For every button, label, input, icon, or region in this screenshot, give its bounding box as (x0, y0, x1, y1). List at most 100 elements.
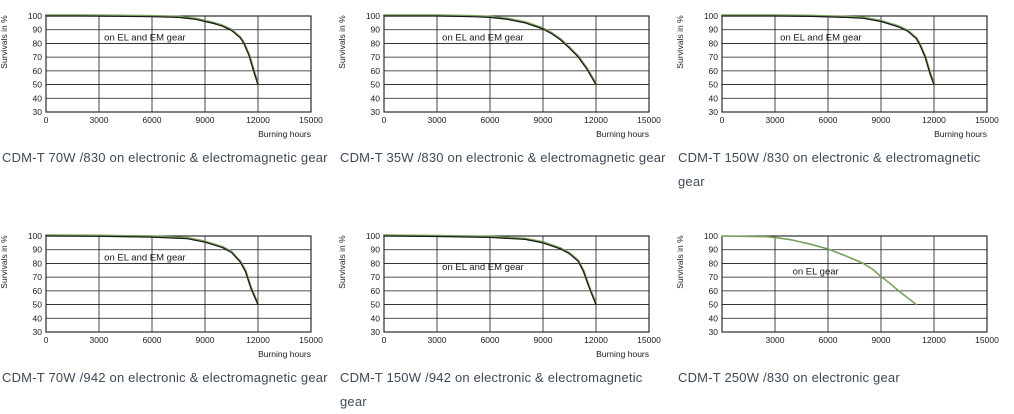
y-tick-label: 100 (28, 231, 42, 241)
chart-cell-cdmt-35w-830: 100 90 80 70 60 50 40 30 0 3000 6000 9000 12000 15000… (338, 0, 676, 205)
curve-annotation: on EL and EM gear (104, 32, 186, 43)
x-axis-title: Burning hours (596, 129, 649, 139)
y-axis-title: Survivals in % (676, 235, 685, 289)
y-tick-label: 40 (33, 93, 43, 103)
y-tick-label: 80 (33, 258, 43, 268)
y-axis-title: Survivals in % (0, 235, 9, 289)
x-tick-label: 9000 (196, 335, 215, 345)
y-tick-label: 70 (709, 272, 719, 282)
y-tick-label: 90 (33, 25, 43, 35)
x-tick-label: 12000 (246, 335, 270, 345)
y-axis-title: Survivals in % (338, 15, 347, 69)
y-tick-label: 90 (709, 25, 719, 35)
curve-annotation: on EL and EM gear (780, 32, 862, 43)
x-tick-label: 6000 (481, 335, 500, 345)
x-axis-title: Burning hours (934, 129, 987, 139)
y-tick-label: 30 (709, 327, 719, 337)
survival-chart-cdmt-70w-830: 100 90 80 70 60 50 40 300 3000 6000 9000 12000 15000… (0, 11, 323, 139)
x-tick-label: 0 (44, 335, 49, 345)
chart-caption: CDM-T 35W /830 on electronic & electroma… (340, 150, 666, 165)
y-tick-label: 70 (709, 52, 719, 62)
y-tick-label: 100 (366, 231, 380, 241)
chart-caption: CDM-T 250W /830 on electronic gear (678, 370, 900, 385)
x-tick-label: 15000 (299, 115, 323, 125)
x-tick-label: 15000 (975, 115, 999, 125)
y-tick-label: 30 (371, 107, 381, 117)
y-tick-label: 80 (371, 38, 381, 48)
chart-caption: CDM-T 150W /830 on electronic & electrom… (678, 150, 981, 189)
x-tick-label: 0 (382, 115, 387, 125)
x-tick-label: 6000 (481, 115, 500, 125)
y-tick-label: 90 (33, 245, 43, 255)
y-axis-title: Survivals in % (676, 15, 685, 69)
y-tick-label: 40 (371, 313, 381, 323)
survival-curve-on-em-gear (45, 235, 259, 306)
chart-caption: CDM-T 70W /830 on electronic & electroma… (2, 150, 328, 165)
x-tick-label: 6000 (143, 335, 162, 345)
y-tick-label: 60 (33, 66, 43, 76)
curve-annotation: on EL gear (793, 267, 839, 278)
y-tick-label: 40 (371, 93, 381, 103)
x-tick-label: 3000 (90, 335, 109, 345)
survival-curve-on-em-gear (383, 235, 597, 306)
y-tick-label: 70 (371, 52, 381, 62)
y-tick-label: 50 (709, 80, 719, 90)
y-tick-label: 30 (371, 327, 381, 337)
survival-chart-cdmt-150w-830: 100 90 80 70 60 50 40 300 3000 6000 9000 12000 15000… (676, 11, 999, 139)
x-tick-label: 9000 (196, 115, 215, 125)
y-tick-label: 60 (709, 286, 719, 296)
x-axis-title: Burning hours (258, 349, 311, 359)
x-tick-label: 0 (720, 115, 725, 125)
plot-border (721, 235, 988, 333)
plot-border (383, 235, 650, 333)
y-tick-label: 30 (709, 107, 719, 117)
y-tick-label: 90 (371, 245, 381, 255)
x-tick-label: 15000 (975, 335, 999, 345)
y-tick-label: 90 (709, 245, 719, 255)
y-tick-label: 40 (709, 313, 719, 323)
x-tick-label: 15000 (637, 115, 661, 125)
x-tick-label: 6000 (819, 335, 838, 345)
chart-caption: CDM-T 70W /942 on electronic & electroma… (2, 370, 328, 385)
x-tick-label: 3000 (90, 115, 109, 125)
x-tick-label: 6000 (143, 115, 162, 125)
x-tick-label: 3000 (766, 335, 785, 345)
x-tick-label: 15000 (637, 335, 661, 345)
y-tick-label: 80 (33, 38, 43, 48)
y-tick-label: 100 (704, 11, 718, 21)
y-tick-label: 100 (28, 11, 42, 21)
chart-caption: CDM-T 150W /942 on electronic & electrom… (340, 370, 643, 409)
x-tick-label: 9000 (534, 335, 553, 345)
y-tick-label: 80 (371, 258, 381, 268)
y-tick-label: 40 (709, 93, 719, 103)
x-tick-label: 12000 (584, 115, 608, 125)
y-tick-label: 70 (33, 52, 43, 62)
y-tick-label: 90 (371, 25, 381, 35)
y-tick-label: 60 (33, 286, 43, 296)
x-tick-label: 12000 (584, 335, 608, 345)
x-tick-label: 0 (382, 335, 387, 345)
y-tick-label: 60 (709, 66, 719, 76)
x-tick-label: 12000 (246, 115, 270, 125)
y-tick-label: 30 (33, 107, 43, 117)
chart-cell-cdmt-70w-830: 100 90 80 70 60 50 40 30 0 3000 6000 9000 12000 15000… (0, 0, 338, 205)
y-axis-title: Survivals in % (338, 235, 347, 289)
x-tick-label: 9000 (872, 115, 891, 125)
x-axis-title: Burning hours (596, 349, 649, 359)
y-tick-label: 70 (371, 272, 381, 282)
x-tick-label: 9000 (534, 115, 553, 125)
survival-curve-on-em-gear (45, 15, 259, 86)
plot-border (45, 15, 312, 113)
y-tick-label: 100 (366, 11, 380, 21)
x-tick-label: 0 (44, 115, 49, 125)
survival-curve-on-em-gear (721, 15, 935, 86)
x-axis-title: Burning hours (258, 129, 311, 139)
x-tick-label: 3000 (766, 115, 785, 125)
chart-cell-cdmt-150w-942: 100 90 80 70 60 50 40 30 0 3000 6000 9000 12000 15000… (338, 205, 676, 411)
y-tick-label: 80 (709, 38, 719, 48)
y-axis-title: Survivals in % (0, 15, 9, 69)
x-tick-label: 12000 (922, 115, 946, 125)
x-tick-label: 15000 (299, 335, 323, 345)
y-tick-label: 30 (33, 327, 43, 337)
x-tick-label: 12000 (922, 335, 946, 345)
